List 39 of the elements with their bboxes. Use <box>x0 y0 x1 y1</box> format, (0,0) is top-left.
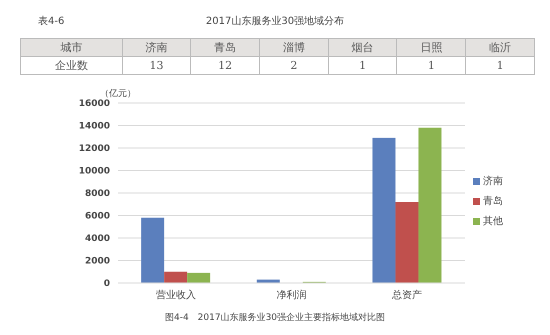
category-label: 临沂 <box>466 38 534 56</box>
bar <box>141 218 164 283</box>
bar <box>418 128 442 283</box>
data-label: 13 <box>122 56 191 74</box>
data-label: 1 <box>396 56 466 74</box>
legend-label: 其他 <box>483 214 503 228</box>
data-label: 1 <box>328 56 397 74</box>
y-tick-label: 8000 <box>84 189 110 200</box>
bar <box>372 138 396 283</box>
bar <box>164 272 188 283</box>
x-tick-label: 总资产 <box>391 289 422 302</box>
data-label: 1 <box>466 56 534 74</box>
y-tick-label: 16000 <box>78 99 110 110</box>
text: 表4-6 <box>38 14 64 28</box>
y-tick-label: 6000 <box>84 212 110 222</box>
y-tick-label: 12000 <box>78 144 110 154</box>
y-tick-label: 2000 <box>84 256 110 267</box>
data-label: 12 <box>190 56 260 74</box>
x-tick-label: 净利润 <box>276 289 306 302</box>
y-tick-label: 10000 <box>78 166 110 177</box>
text: 城市 <box>20 38 122 56</box>
category-label: 烟台 <box>328 38 397 56</box>
data-label: 2 <box>260 56 328 74</box>
y-tick-label: 4000 <box>84 234 110 244</box>
bar <box>395 202 418 283</box>
y-axis-title: （亿元） <box>100 88 136 99</box>
legend-label: 青岛 <box>483 194 503 208</box>
x-tick-label: 营业收入 <box>156 289 196 302</box>
bar <box>187 272 210 283</box>
y-tick-label: 14000 <box>78 122 110 132</box>
category-label: 青岛 <box>190 38 260 56</box>
category-label: 济南 <box>122 38 191 56</box>
text: 企业数 <box>20 56 122 74</box>
y-tick-label: 0 <box>104 279 110 290</box>
category-label: 日照 <box>396 38 466 56</box>
legend-label: 济南 <box>483 174 503 188</box>
category-label: 淄博 <box>260 38 328 56</box>
text: 图4-4 2017山东服务业30强企业主要指标地域对比图 <box>164 312 386 324</box>
text: 2017山东服务业30强地域分布 <box>206 16 344 27</box>
